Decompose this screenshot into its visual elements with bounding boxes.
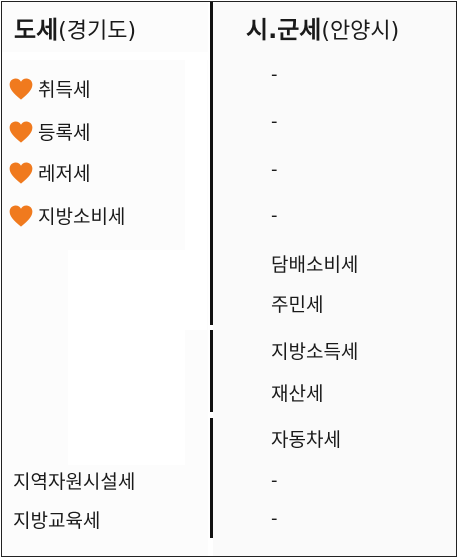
right-header: 시.군세(안양시) [246,10,399,45]
list-item: 지방소득세 [271,341,359,363]
column-divider [210,418,213,538]
list-item-label: 지방소비세 [38,206,126,228]
right-column [213,2,456,556]
empty-value-dash: - [271,64,278,85]
right-header-region: (안양시) [321,19,400,44]
empty-value-dash: - [271,508,278,529]
list-item-label: 지방교육세 [13,510,101,532]
list-item-label: 등록세 [38,122,91,144]
list-item-label: 지역자원시설세 [13,471,136,493]
heart-icon [9,77,33,100]
empty-value-dash: - [271,111,278,132]
heart-icon [9,120,33,143]
empty-value-dash: - [271,470,278,491]
heart-icon [9,204,33,227]
left-header: 도세(경기도) [14,10,136,45]
left-gap [185,60,207,330]
list-item-label: 취득세 [38,79,91,101]
list-item: 취득세 [8,75,90,102]
left-gap [68,250,185,465]
list-item: 지방소비세 [8,202,125,229]
empty-value-dash: - [271,205,278,226]
heart-icon [9,161,33,184]
list-item: 등록세 [8,118,90,145]
column-divider [210,2,213,325]
left-header-title: 도세 [14,16,59,44]
list-item: 레저세 [8,159,90,186]
list-item: 재산세 [271,383,324,405]
list-item-label: 레저세 [38,163,91,185]
list-item: 지방교육세 [13,506,100,533]
list-item: 지역자원시설세 [13,467,135,494]
left-header-region: (경기도) [58,19,137,44]
list-item: 담배소비세 [271,254,359,276]
empty-value-dash: - [271,159,278,180]
right-header-title: 시.군세 [246,16,322,44]
list-item: 자동차세 [271,429,341,451]
column-divider [210,330,213,412]
left-gap [2,52,208,60]
list-item: 주민세 [271,294,324,316]
